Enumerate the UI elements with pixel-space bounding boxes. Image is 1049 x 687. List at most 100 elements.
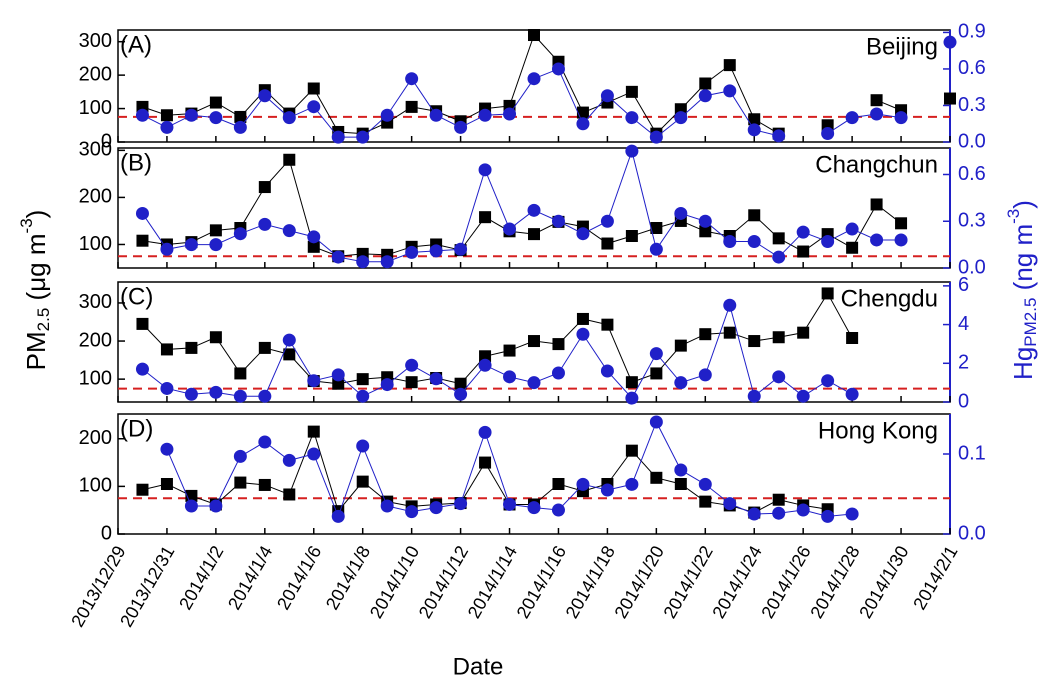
y-axis-label: PM2.5 (μg m-3)	[17, 210, 53, 371]
circle-marker	[184, 238, 198, 252]
square-marker	[307, 240, 320, 253]
circle-marker	[331, 250, 345, 264]
square-marker	[552, 338, 565, 351]
circle-marker	[649, 347, 663, 361]
square-marker	[723, 326, 736, 339]
y2-tick-label: 2	[958, 352, 969, 374]
square-marker	[601, 237, 614, 250]
square-marker	[332, 377, 345, 390]
y2-tick-label: 0.0	[958, 256, 986, 278]
x-tick-label: 2014/1/14	[464, 542, 521, 621]
square-marker	[772, 331, 785, 344]
circle-marker	[943, 35, 957, 49]
circle-marker	[356, 389, 370, 403]
square-marker	[479, 456, 492, 469]
circle-marker	[135, 362, 149, 376]
circle-marker	[258, 89, 272, 103]
y2-tick-label: 0	[958, 390, 969, 412]
y-tick-label: 100	[79, 475, 112, 497]
circle-marker	[307, 447, 321, 461]
square-marker	[625, 85, 638, 98]
x-tick-label: 2014/1/16	[513, 542, 570, 621]
circle-marker	[184, 108, 198, 122]
circle-marker	[160, 381, 174, 395]
y-tick-label: 200	[79, 427, 112, 449]
circle-marker	[576, 227, 590, 241]
circle-marker	[503, 222, 517, 236]
square-marker	[503, 344, 516, 357]
circle-marker	[870, 107, 884, 121]
circle-marker	[331, 509, 345, 523]
y2-axis-label: HgPM2.5 (ng m-3)	[1004, 200, 1040, 380]
panel-label: (A)	[120, 31, 152, 58]
circle-marker	[209, 499, 223, 513]
y-tick-label: 100	[79, 233, 112, 255]
circle-marker	[405, 358, 419, 372]
square-marker	[356, 373, 369, 386]
square-marker	[576, 312, 589, 325]
circle-marker	[527, 501, 541, 515]
circle-marker	[649, 130, 663, 144]
circle-marker	[282, 453, 296, 467]
square-marker	[748, 113, 761, 126]
square-marker	[748, 335, 761, 348]
x-tick-label: 2014/1/20	[611, 542, 668, 621]
circle-marker	[698, 368, 712, 382]
circle-marker	[747, 235, 761, 249]
circle-marker	[845, 111, 859, 125]
circle-marker	[600, 364, 614, 378]
circle-marker	[625, 144, 639, 158]
x-tick-label: 2014/1/6	[273, 542, 325, 613]
circle-marker	[796, 225, 810, 239]
circle-marker	[600, 483, 614, 497]
panel-label: (B)	[120, 149, 152, 176]
circle-marker	[649, 415, 663, 429]
circle-marker	[503, 107, 517, 121]
x-tick-label: 2014/1/8	[322, 542, 374, 613]
circle-marker	[821, 235, 835, 249]
circle-marker	[258, 217, 272, 231]
circle-marker	[380, 499, 394, 513]
square-marker	[381, 116, 394, 129]
circle-marker	[527, 376, 541, 390]
square-marker	[307, 425, 320, 438]
square-marker	[234, 367, 247, 380]
circle-marker	[233, 227, 247, 241]
square-marker	[258, 181, 271, 194]
circle-marker	[184, 499, 198, 513]
y-tick-label: 0	[101, 130, 112, 152]
square-marker	[209, 224, 222, 237]
y2-tick-label: 0.9	[958, 21, 986, 43]
square-marker	[699, 328, 712, 341]
circle-marker	[894, 111, 908, 125]
square-marker	[405, 376, 418, 389]
circle-marker	[454, 120, 468, 134]
circle-marker	[698, 477, 712, 491]
square-marker	[846, 241, 859, 254]
circle-marker	[233, 389, 247, 403]
x-tick-label: 2014/1/12	[415, 542, 472, 621]
x-tick-label: 2014/1/24	[708, 542, 765, 621]
x-tick-label: 2014/1/18	[562, 542, 619, 621]
square-marker	[674, 339, 687, 352]
circle-marker	[698, 214, 712, 228]
x-tick-label: 2014/1/26	[757, 542, 814, 621]
x-tick-label: 2014/1/30	[855, 542, 912, 621]
y-tick-label: 200	[79, 329, 112, 351]
panel-label: (D)	[120, 415, 153, 442]
circle-marker	[551, 62, 565, 76]
series-line	[142, 303, 853, 399]
square-marker	[576, 106, 589, 119]
circle-marker	[870, 233, 884, 247]
circle-marker	[576, 327, 590, 341]
x-tick-label: 2014/1/10	[366, 542, 423, 621]
square-marker	[528, 29, 540, 42]
circle-marker	[845, 387, 859, 401]
square-marker	[185, 341, 198, 354]
x-tick-label: 2014/1/28	[806, 542, 863, 621]
y2-tick-label: 0.6	[958, 57, 986, 79]
circle-marker	[380, 378, 394, 392]
circle-marker	[551, 366, 565, 380]
series-line	[142, 292, 853, 385]
circle-marker	[527, 72, 541, 86]
